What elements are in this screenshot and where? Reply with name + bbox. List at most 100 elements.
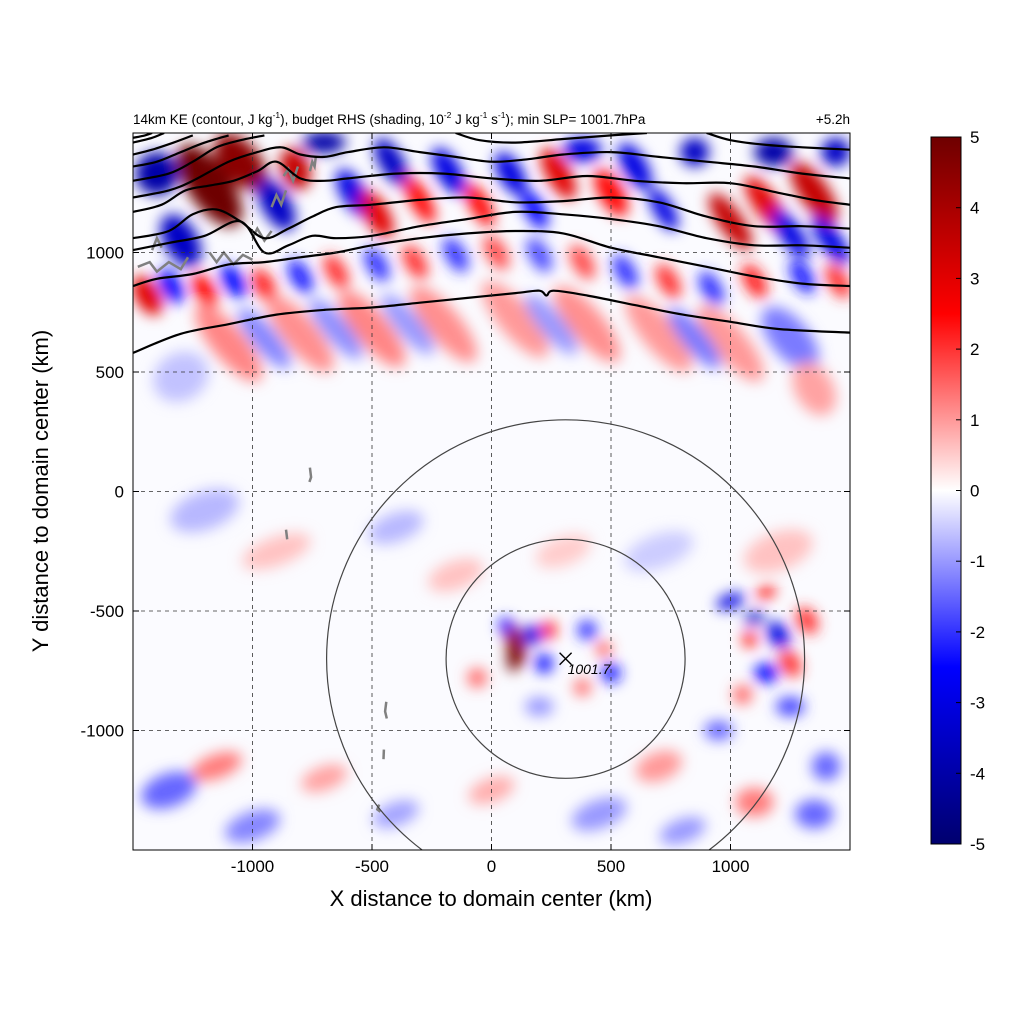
- terrain-outline: [284, 529, 289, 540]
- shading-blob: [569, 244, 595, 280]
- y-tick-label: -1000: [81, 722, 124, 741]
- terrain-outline: [308, 467, 313, 483]
- x-axis-label: X distance to domain center (km): [330, 886, 653, 911]
- shading-blob: [135, 152, 179, 196]
- y-axis-label: Y distance to domain center (km): [28, 330, 53, 652]
- ke-contour-line: [133, 134, 194, 156]
- shading-blob: [192, 273, 218, 308]
- shading-blob: [767, 621, 790, 649]
- y-tick-label: -500: [90, 602, 124, 621]
- shading-blob: [745, 611, 764, 625]
- x-axis-ticks: -1000 -500 0 500 1000: [231, 133, 750, 876]
- shading-blob: [655, 263, 682, 299]
- shading-blob: [368, 510, 424, 545]
- ke-contour-line: [455, 133, 647, 144]
- shading-blob: [612, 254, 638, 289]
- shading-blob: [309, 298, 363, 360]
- shading-blob: [381, 293, 435, 355]
- shading-blob: [668, 308, 721, 369]
- shading-blob: [522, 625, 542, 645]
- x-tick-label: -1000: [231, 857, 274, 876]
- terrain-outline: [137, 256, 190, 274]
- shading-blob: [571, 797, 627, 831]
- shading-blob: [141, 771, 197, 809]
- shading-blob: [498, 618, 514, 633]
- shading-blob: [732, 685, 753, 705]
- shading-blob: [754, 137, 793, 167]
- shading-blob: [624, 531, 693, 572]
- y-tick-label: 500: [96, 363, 124, 382]
- shading-blob: [625, 295, 693, 372]
- shading-blob: [635, 750, 682, 783]
- chart-title: 14km KE (contour, J kg-1), budget RHS (s…: [133, 110, 646, 127]
- shading-blob: [775, 697, 805, 717]
- shading-blob: [225, 809, 280, 843]
- shading-blob: [323, 254, 349, 289]
- colorbar-tick-label: 4: [970, 199, 979, 218]
- shading-blob: [410, 286, 477, 363]
- y-axis-ticks: -1000 -500 0 500 1000: [81, 244, 850, 741]
- shading-blob: [757, 585, 776, 599]
- forecast-time-label: +5.2h: [816, 112, 850, 127]
- ke-contour-line: [133, 289, 850, 354]
- shading-blob: [795, 799, 834, 829]
- shading-blob: [214, 133, 267, 191]
- shading-blob: [553, 286, 621, 363]
- shading-blob: [821, 137, 850, 167]
- shading-blob: [601, 663, 621, 683]
- shading-blob: [742, 632, 757, 647]
- colorbar-tick-label: -5: [970, 835, 985, 854]
- shading-blob: [596, 642, 612, 657]
- shading-blob: [524, 697, 554, 717]
- ke-contour-line: [133, 133, 165, 144]
- colorbar-tick-label: 0: [970, 482, 979, 501]
- x-tick-label: -500: [355, 857, 389, 876]
- colorbar-tick-label: -1: [970, 552, 985, 571]
- min-slp-marker: [559, 652, 573, 666]
- shading-blob: [242, 533, 311, 570]
- shading-blob: [482, 281, 549, 358]
- colorbar-tick-label: -3: [970, 694, 985, 713]
- shading-blob: [811, 752, 841, 781]
- shading-blob: [618, 142, 652, 190]
- shading-blob: [431, 147, 466, 195]
- shading-blob: [494, 152, 527, 196]
- shading-blob: [364, 247, 390, 282]
- shading-blob: [741, 263, 768, 299]
- colorbar-tick-label: 1: [970, 411, 979, 430]
- shading-blob: [520, 190, 549, 229]
- colorbar-tick-label: -2: [970, 623, 985, 642]
- shading-blob: [577, 620, 597, 640]
- shading-blob: [287, 259, 313, 294]
- x-tick-label: 500: [597, 857, 625, 876]
- shading-blob: [507, 645, 519, 672]
- ke-contour-line: [133, 229, 850, 288]
- shading-blob: [535, 654, 553, 674]
- shading-blob: [251, 268, 278, 304]
- terrain-outline: [383, 701, 389, 719]
- shading-blob: [535, 534, 591, 568]
- shading-blob: [761, 306, 819, 371]
- shading-blob: [716, 593, 745, 610]
- shading-blob: [191, 751, 242, 781]
- plot-area: 1001.7: [133, 133, 850, 850]
- shading-blob: [754, 663, 779, 683]
- shading-blob: [540, 148, 577, 200]
- shading-blob: [525, 293, 578, 355]
- shading-blob: [443, 237, 469, 273]
- colorbar-tick-label: 3: [970, 269, 979, 288]
- shading-blob: [153, 351, 209, 402]
- min-slp-label: 1001.7: [568, 661, 612, 677]
- shading-blob: [659, 816, 706, 845]
- colorbar-ticks: 5 4 3 2 1 0 -1 -2 -3 -4 -5: [956, 128, 985, 854]
- x-tick-label: 1000: [712, 857, 750, 876]
- shading-blob: [779, 650, 802, 677]
- ke-contour-line: [133, 160, 850, 213]
- shading-blob: [467, 668, 487, 688]
- shading-blob: [302, 133, 346, 154]
- shading-blob: [360, 190, 394, 238]
- shading-blob: [402, 244, 428, 280]
- ke-contour-line: [133, 133, 153, 139]
- shading-blob: [133, 275, 163, 316]
